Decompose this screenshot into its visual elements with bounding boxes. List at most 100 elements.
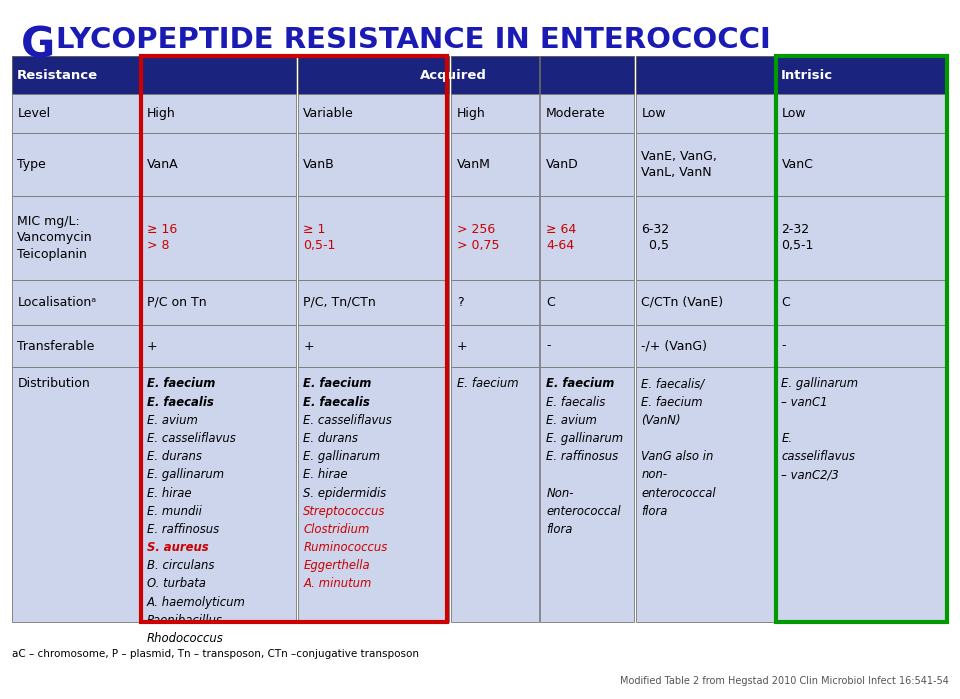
Text: E. gallinarum: E. gallinarum (147, 468, 224, 482)
FancyBboxPatch shape (451, 133, 539, 196)
Text: P/C, Tn/CTn: P/C, Tn/CTn (303, 296, 376, 309)
Text: C/CTn (VanE): C/CTn (VanE) (641, 296, 724, 309)
Text: aC – chromosome, P – plasmid, Tn – transposon, CTn –conjugative transposon: aC – chromosome, P – plasmid, Tn – trans… (12, 649, 419, 658)
Text: E. raffinosus: E. raffinosus (546, 450, 618, 463)
Text: 2-32
0,5-1: 2-32 0,5-1 (781, 223, 814, 252)
Text: E. faecalis/: E. faecalis/ (641, 377, 705, 391)
Text: Acquired: Acquired (420, 69, 487, 82)
Text: Rhodococcus: Rhodococcus (147, 632, 224, 645)
FancyBboxPatch shape (451, 94, 539, 133)
FancyBboxPatch shape (776, 94, 947, 133)
Text: E. gallinarum: E. gallinarum (303, 450, 380, 463)
Text: enterococcal: enterococcal (641, 487, 716, 500)
FancyBboxPatch shape (12, 56, 139, 94)
Text: B. circulans: B. circulans (147, 559, 214, 572)
FancyBboxPatch shape (540, 56, 634, 94)
Text: E. durans: E. durans (303, 432, 358, 445)
FancyBboxPatch shape (776, 367, 947, 622)
Text: Level: Level (17, 107, 51, 120)
FancyBboxPatch shape (12, 94, 139, 133)
FancyBboxPatch shape (540, 196, 634, 280)
Text: Distribution: Distribution (17, 377, 90, 391)
Text: VanA: VanA (147, 158, 179, 171)
FancyBboxPatch shape (776, 280, 947, 325)
Text: Low: Low (781, 107, 806, 120)
FancyBboxPatch shape (298, 94, 449, 133)
FancyBboxPatch shape (298, 133, 449, 196)
FancyBboxPatch shape (636, 196, 774, 280)
Text: E. avium: E. avium (546, 414, 597, 427)
Text: E. avium: E. avium (147, 414, 198, 427)
FancyBboxPatch shape (12, 196, 139, 280)
Text: C: C (781, 296, 790, 309)
Text: E. faecalis: E. faecalis (546, 396, 606, 409)
FancyBboxPatch shape (451, 56, 539, 94)
Text: -: - (781, 340, 786, 352)
Text: E. durans: E. durans (147, 450, 202, 463)
Text: Localisationᵃ: Localisationᵃ (17, 296, 96, 309)
Text: flora: flora (546, 523, 572, 536)
FancyBboxPatch shape (298, 280, 449, 325)
Text: A. minutum: A. minutum (303, 577, 372, 591)
Text: Variable: Variable (303, 107, 354, 120)
Text: E. gallinarum: E. gallinarum (781, 377, 858, 391)
Text: C: C (546, 296, 555, 309)
Text: E. casseliflavus: E. casseliflavus (147, 432, 235, 445)
Text: ≥ 1
0,5-1: ≥ 1 0,5-1 (303, 223, 336, 252)
Text: +: + (303, 340, 314, 352)
Text: Clostridium: Clostridium (303, 523, 370, 536)
Text: Non-: Non- (546, 487, 574, 500)
Text: Transferable: Transferable (17, 340, 95, 352)
Text: Paenibacillus: Paenibacillus (147, 614, 223, 627)
FancyBboxPatch shape (636, 56, 774, 94)
Text: Low: Low (641, 107, 666, 120)
FancyBboxPatch shape (141, 133, 296, 196)
Text: Moderate: Moderate (546, 107, 606, 120)
FancyBboxPatch shape (636, 325, 774, 367)
FancyBboxPatch shape (636, 94, 774, 133)
FancyBboxPatch shape (776, 133, 947, 196)
Text: E. faecium: E. faecium (457, 377, 518, 391)
Text: VanC: VanC (781, 158, 813, 171)
Text: LYCOPEPTIDE RESISTANCE IN ENTEROCOCCI: LYCOPEPTIDE RESISTANCE IN ENTEROCOCCI (56, 26, 771, 54)
FancyBboxPatch shape (12, 325, 139, 367)
Text: VanG also in: VanG also in (641, 450, 713, 463)
Text: > 256
> 0,75: > 256 > 0,75 (457, 223, 499, 252)
Text: E. raffinosus: E. raffinosus (147, 523, 219, 536)
Text: enterococcal: enterococcal (546, 505, 621, 518)
Text: VanM: VanM (457, 158, 491, 171)
Text: G: G (21, 24, 56, 66)
FancyBboxPatch shape (141, 280, 296, 325)
Text: +: + (457, 340, 468, 352)
Text: E. hirae: E. hirae (147, 487, 191, 500)
FancyBboxPatch shape (540, 133, 634, 196)
Text: E. casseliflavus: E. casseliflavus (303, 414, 392, 427)
Text: Streptococcus: Streptococcus (303, 505, 386, 518)
Text: 6-32
  0,5: 6-32 0,5 (641, 223, 669, 252)
Text: flora: flora (641, 505, 667, 518)
Text: O. turbata: O. turbata (147, 577, 205, 591)
Text: E. faecium: E. faecium (641, 396, 703, 409)
Text: MIC mg/L:
Vancomycin
Teicoplanin: MIC mg/L: Vancomycin Teicoplanin (17, 215, 93, 261)
Text: VanE, VanG,
VanL, VanN: VanE, VanG, VanL, VanN (641, 150, 717, 179)
Text: Intrisic: Intrisic (780, 69, 832, 82)
FancyBboxPatch shape (776, 56, 947, 94)
Text: S. aureus: S. aureus (147, 541, 208, 554)
FancyBboxPatch shape (141, 94, 296, 133)
Text: +: + (147, 340, 157, 352)
FancyBboxPatch shape (12, 367, 139, 622)
Text: ?: ? (457, 296, 464, 309)
Text: E. faecalis: E. faecalis (147, 396, 214, 409)
Text: E. gallinarum: E. gallinarum (546, 432, 623, 445)
Text: P/C on Tn: P/C on Tn (147, 296, 206, 309)
Text: Eggerthella: Eggerthella (303, 559, 370, 572)
Text: Resistance: Resistance (16, 69, 98, 82)
Text: (VanN): (VanN) (641, 414, 681, 427)
FancyBboxPatch shape (298, 56, 449, 94)
FancyBboxPatch shape (540, 280, 634, 325)
FancyBboxPatch shape (776, 196, 947, 280)
Text: ≥ 16
> 8: ≥ 16 > 8 (147, 223, 178, 252)
Text: E. faecium: E. faecium (147, 377, 215, 391)
FancyBboxPatch shape (451, 367, 539, 622)
Text: E. faecium: E. faecium (303, 377, 372, 391)
